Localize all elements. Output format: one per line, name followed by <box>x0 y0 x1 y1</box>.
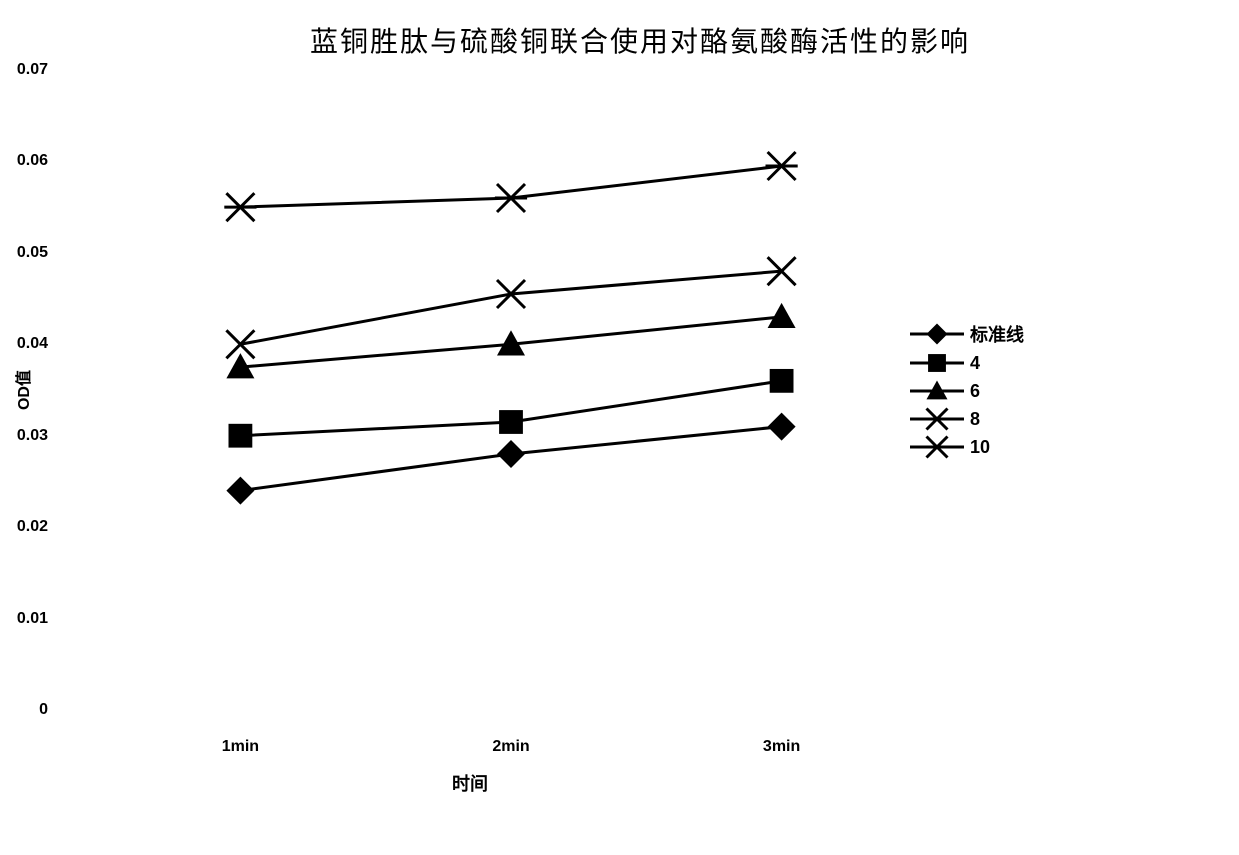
legend-item: 10 <box>910 435 1024 459</box>
legend-item: 标准线 <box>910 321 1024 347</box>
legend-swatch <box>910 322 964 346</box>
y-axis-label: OD值 <box>10 370 34 410</box>
legend: 标准线 4 6 8 10 <box>910 317 1024 463</box>
legend-label: 8 <box>970 409 980 430</box>
legend-item: 6 <box>910 379 1024 403</box>
y-tick-label: 0.01 <box>17 610 48 628</box>
x-axis-label-text: 时间 <box>452 774 488 794</box>
legend-label: 10 <box>970 437 990 458</box>
plot-region: OD值 00.010.020.030.040.050.060.071min2mi… <box>60 70 880 710</box>
y-tick-label: 0 <box>39 701 48 719</box>
legend-swatch <box>910 407 964 431</box>
y-tick-label: 0.04 <box>17 335 48 353</box>
legend-label: 6 <box>970 381 980 402</box>
chart-title: 蓝铜胜肽与硫酸铜联合使用对酪氨酸酶活性的影响 <box>60 20 1180 60</box>
x-axis-label: 时间 <box>60 770 880 796</box>
legend-swatch <box>910 351 964 375</box>
y-tick-label: 0.06 <box>17 152 48 170</box>
legend-item: 4 <box>910 351 1024 375</box>
legend-label: 标准线 <box>970 321 1024 347</box>
chart-svg <box>60 70 880 710</box>
legend-label: 4 <box>970 353 980 374</box>
x-tick-label: 3min <box>763 738 800 756</box>
legend-swatch <box>910 379 964 403</box>
x-tick-label: 2min <box>492 738 529 756</box>
x-tick-label: 1min <box>222 738 259 756</box>
legend-swatch <box>910 435 964 459</box>
y-tick-label: 0.07 <box>17 61 48 79</box>
plot-and-legend: OD值 00.010.020.030.040.050.060.071min2mi… <box>60 70 1180 710</box>
y-tick-label: 0.03 <box>17 427 48 445</box>
y-tick-label: 0.05 <box>17 244 48 262</box>
legend-item: 8 <box>910 407 1024 431</box>
y-tick-label: 0.02 <box>17 518 48 536</box>
chart-container: 蓝铜胜肽与硫酸铜联合使用对酪氨酸酶活性的影响 OD值 00.010.020.03… <box>60 20 1180 820</box>
